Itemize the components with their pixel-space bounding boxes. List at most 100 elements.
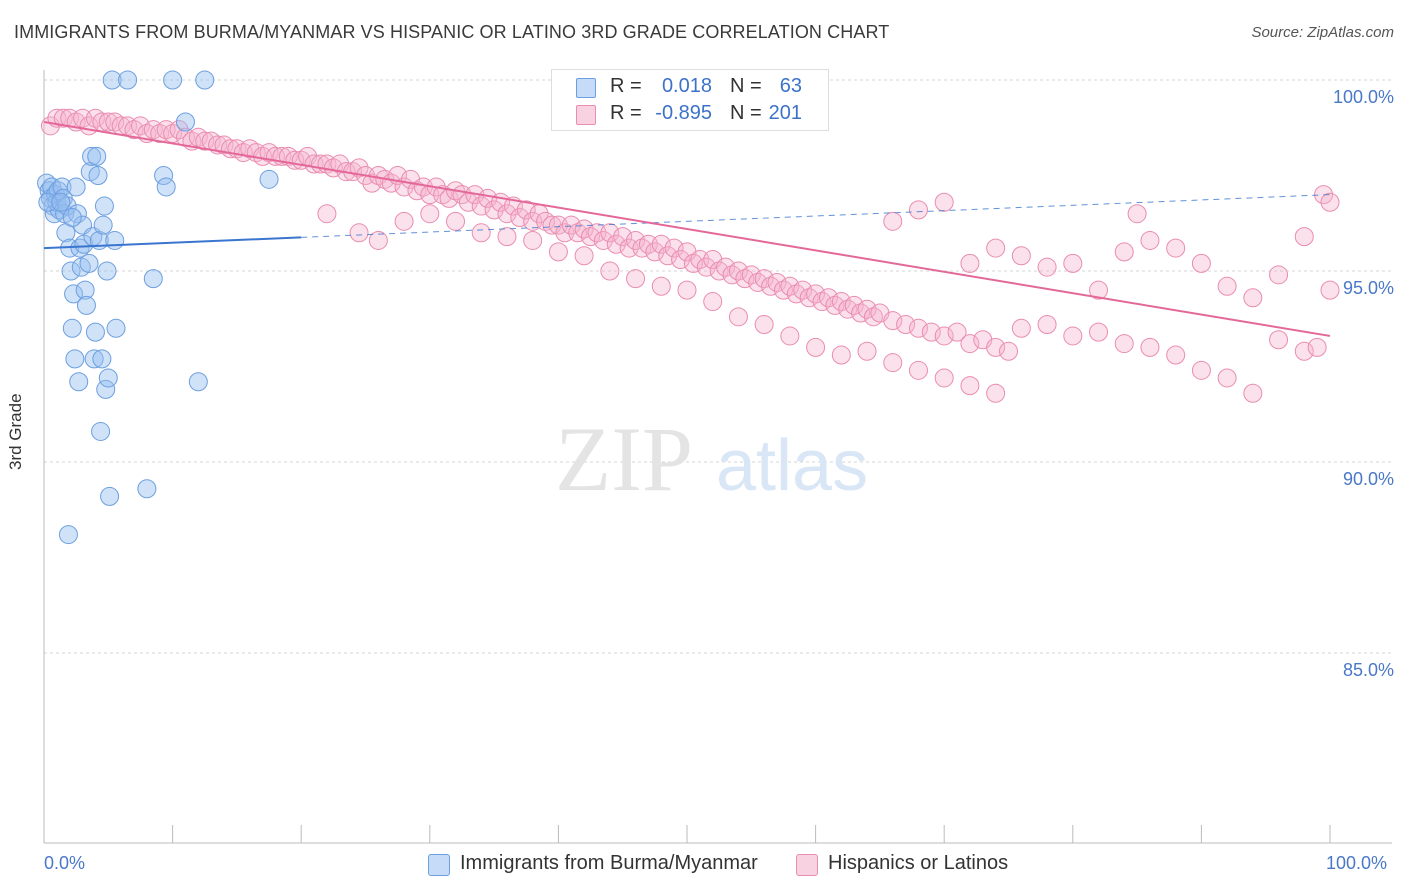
hispanic-point	[1063, 253, 1083, 273]
hispanic-point	[1191, 360, 1211, 380]
hispanic-point	[362, 173, 382, 193]
hispanic-trend-line	[43, 121, 1331, 337]
burma-point	[175, 112, 195, 132]
hispanic-point	[497, 227, 517, 247]
hispanic-point	[1294, 227, 1314, 247]
hispanic-point	[806, 284, 826, 304]
hispanic-point	[883, 353, 903, 373]
hispanic-point	[471, 196, 491, 216]
hispanic-point	[1217, 368, 1237, 388]
legend-r-value: 0.018	[661, 75, 712, 97]
burma-point	[62, 208, 82, 228]
axes	[43, 70, 1392, 844]
burma-point	[156, 177, 176, 197]
hispanic-point	[934, 192, 954, 212]
hispanic-point	[754, 269, 774, 289]
hispanic-point	[516, 200, 536, 220]
hispanic-point	[600, 261, 620, 281]
hispanic-points	[40, 108, 1340, 403]
hispanic-point	[1217, 276, 1237, 296]
hispanic-point	[420, 204, 440, 224]
burma-point	[105, 230, 125, 250]
hispanic-point	[645, 242, 665, 262]
x-tick-max: 100.0%	[1326, 853, 1388, 873]
burma-point	[163, 70, 183, 90]
hispanic-point	[883, 211, 903, 231]
burma-point	[259, 169, 279, 189]
watermark-atlas: atlas	[716, 426, 868, 506]
y-tick-100: 100.0%	[1332, 87, 1394, 107]
hispanic-point	[626, 269, 646, 289]
hispanic-point	[716, 257, 736, 277]
hispanic-point	[960, 334, 980, 354]
bottom-legend-label-hispanic: Hispanics or Latinos	[828, 852, 1009, 874]
burma-point	[92, 349, 112, 369]
hispanic-point	[908, 360, 928, 380]
bottom-legend-label-burma: Immigrants from Burma/Myanmar	[460, 852, 758, 874]
burma-point	[61, 261, 81, 281]
hispanic-point	[986, 383, 1006, 403]
burma-point	[85, 322, 105, 342]
legend-swatch-pink	[576, 105, 596, 125]
burma-point	[93, 215, 113, 235]
hispanic-point	[986, 238, 1006, 258]
burma-point	[64, 284, 84, 304]
hispanic-point	[195, 131, 215, 151]
burma-trend-extension	[301, 194, 1331, 238]
hispanic-point	[671, 250, 691, 270]
hispanic-point	[960, 253, 980, 273]
hispanic-point	[98, 112, 118, 132]
hispanic-point	[857, 299, 877, 319]
hispanic-point	[651, 234, 671, 254]
burma-point	[84, 349, 104, 369]
burma-point	[62, 318, 82, 338]
burma-point	[51, 192, 71, 212]
hispanic-point	[664, 238, 684, 258]
hispanic-point	[806, 337, 826, 357]
hispanic-point	[1011, 246, 1031, 266]
hispanic-point	[741, 265, 761, 285]
hispanic-point	[934, 368, 954, 388]
legend-n-value: 63	[779, 75, 802, 97]
hispanic-point	[130, 116, 150, 136]
burma-point	[70, 238, 90, 258]
hispanic-point	[548, 242, 568, 262]
hispanic-point	[1037, 314, 1057, 334]
legend-n-value: 201	[768, 102, 802, 124]
burma-point	[118, 70, 138, 90]
hispanic-point	[793, 280, 813, 300]
y-axis-label: 3rd Grade	[6, 393, 25, 470]
hispanic-point	[831, 345, 851, 365]
hispanic-point	[593, 230, 613, 250]
hispanic-point	[651, 276, 671, 296]
y-tick-85: 85.0%	[1342, 660, 1394, 680]
burma-point	[82, 146, 102, 166]
hispanic-point	[1269, 265, 1289, 285]
burma-point	[75, 280, 95, 300]
hispanic-point	[1037, 257, 1057, 277]
burma-point	[188, 372, 208, 392]
hispanic-point	[1011, 318, 1031, 338]
burma-point	[154, 166, 174, 185]
legend-swatch-blue	[576, 78, 596, 98]
legend-n-label: N =	[730, 102, 762, 124]
hispanic-point	[1114, 242, 1134, 262]
burma-point	[137, 479, 157, 499]
burma-point	[76, 295, 96, 315]
hispanic-point	[844, 295, 864, 315]
hispanic-point	[728, 307, 748, 327]
hispanic-point	[626, 230, 646, 250]
hispanic-point	[600, 223, 620, 243]
hispanic-point	[696, 257, 716, 277]
hispanic-point	[728, 261, 748, 281]
hispanic-point	[1063, 326, 1083, 346]
hispanic-point	[703, 292, 723, 312]
hispanic-point	[908, 200, 928, 220]
hispanic-point	[1089, 322, 1109, 342]
burma-point	[96, 379, 116, 399]
burma-point	[102, 70, 122, 90]
grid-lines	[44, 79, 1392, 654]
hispanic-point	[574, 219, 594, 239]
hispanic-point	[896, 314, 916, 334]
hispanic-point	[1166, 238, 1186, 258]
